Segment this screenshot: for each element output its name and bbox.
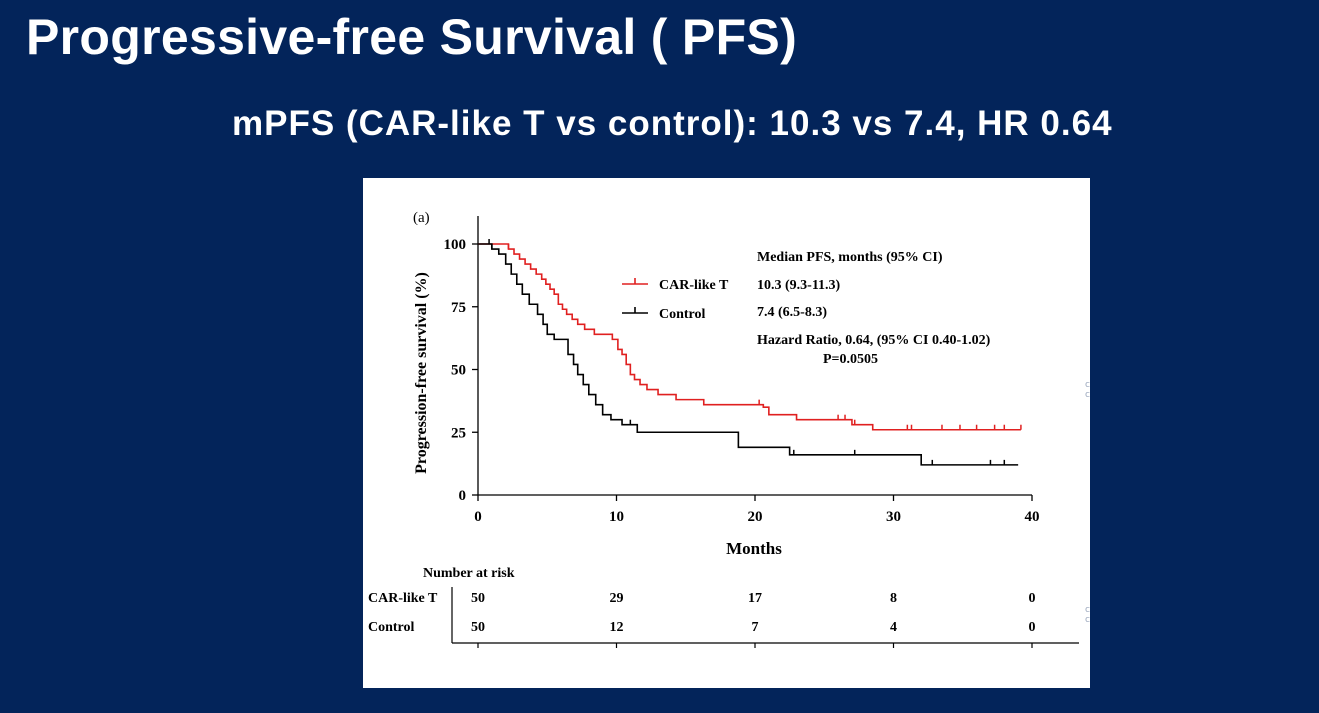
median-car-like-t: 10.3 (9.3-11.3): [757, 278, 841, 293]
risk-cell-control: 0: [1029, 620, 1036, 635]
risk-row-label-car-like-t: CAR-like T: [368, 591, 438, 606]
legend-label-control: Control: [659, 307, 706, 322]
legend-label-car-like-t: CAR-like T: [659, 278, 729, 293]
y-tick-label: 100: [444, 237, 467, 253]
risk-table-cells: 50 29 17 8 0 50 12 7 4 0: [471, 591, 1036, 648]
risk-cell-control: 50: [471, 620, 485, 635]
hazard-ratio: Hazard Ratio, 0.64, (95% CI 0.40-1.02): [757, 333, 991, 348]
survival-curve-control: [478, 243, 1019, 466]
risk-table: Number at risk CAR-like T Control 50 29 17…: [368, 566, 1079, 648]
risk-cell-car-like-t: 17: [748, 591, 762, 606]
risk-cell-car-like-t: 29: [610, 591, 624, 606]
panel-label: (a): [413, 210, 430, 226]
risk-cell-car-like-t: 0: [1029, 591, 1036, 606]
risk-row-label-control: Control: [368, 620, 415, 635]
slide-title: Progressive-free Survival ( PFS): [26, 9, 798, 65]
km-figure-panel: (a) 0 25 50 75 100 0 10 20 30 40 Progression-free…: [363, 178, 1090, 688]
slide-subtitle: mPFS (CAR-like T vs control): 10.3 vs 7.…: [232, 104, 1113, 143]
x-tick-label: 20: [748, 509, 763, 525]
x-tick-label: 40: [1025, 509, 1040, 525]
risk-table-title: Number at risk: [423, 566, 515, 581]
legend: CAR-like T Control: [622, 278, 729, 322]
x-tick-label: 0: [474, 509, 482, 525]
legend-item-car-like-t: CAR-like T: [622, 278, 729, 293]
y-tick-label: 25: [451, 425, 466, 441]
legend-item-control: Control: [622, 307, 706, 322]
x-tick-label: 30: [886, 509, 901, 525]
y-tick-label: 50: [451, 363, 466, 379]
risk-cell-car-like-t: 50: [471, 591, 485, 606]
median-control: 7.4 (6.5-8.3): [757, 305, 827, 320]
survival-curve-car-like-t: [478, 243, 1021, 431]
chart-axes: 0 25 50 75 100 0 10 20 30 40: [444, 216, 1040, 525]
risk-cell-control: 7: [752, 620, 759, 635]
p-value: P=0.0505: [823, 352, 878, 367]
survival-curves: [478, 239, 1022, 466]
y-tick-label: 0: [459, 488, 467, 504]
median-annotations: Median PFS, months (95% CI) 10.3 (9.3-11…: [757, 250, 991, 367]
x-axis-label: Months: [726, 539, 782, 558]
risk-cell-control: 4: [890, 620, 897, 635]
x-tick-label: 10: [609, 509, 624, 525]
median-header: Median PFS, months (95% CI): [757, 250, 943, 265]
y-axis-label: Progression-free survival (%): [413, 272, 430, 474]
risk-cell-control: 12: [610, 620, 624, 635]
risk-cell-car-like-t: 8: [890, 591, 897, 606]
y-tick-label: 75: [451, 300, 466, 316]
